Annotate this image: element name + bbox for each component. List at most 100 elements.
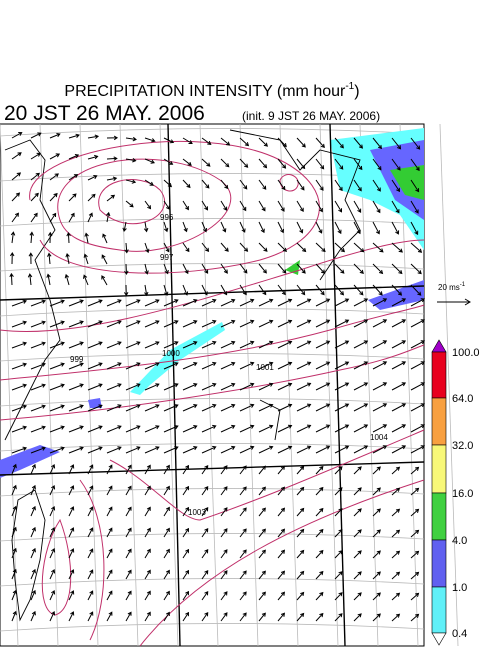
wind-arrow xyxy=(163,611,170,622)
wind-arrow xyxy=(163,299,179,307)
wind-arrow xyxy=(277,298,293,307)
wind-arrow xyxy=(315,403,331,412)
wind-arrow xyxy=(410,158,420,172)
wind-arrow xyxy=(87,193,96,202)
wind-arrow xyxy=(277,486,286,496)
wind-arrow xyxy=(11,505,17,517)
wind-arrow xyxy=(296,137,306,148)
wind-arrow xyxy=(334,158,344,170)
wind-arrow xyxy=(391,179,401,193)
wind-arrow xyxy=(391,242,403,253)
wind-arrow xyxy=(353,424,369,433)
wind-arrow xyxy=(182,506,190,517)
wind-arrow xyxy=(124,263,129,275)
parallel xyxy=(0,218,425,227)
wind-arrow xyxy=(163,362,179,370)
wind-arrow xyxy=(144,341,160,349)
wind-arrow xyxy=(315,382,331,391)
wind-arrow xyxy=(163,383,179,391)
wind-arrow xyxy=(68,193,77,202)
wind-arrow xyxy=(239,528,247,538)
coastline xyxy=(4,139,61,441)
wind-arrow xyxy=(163,221,169,233)
wind-arrow xyxy=(30,172,40,181)
wind-arrow xyxy=(68,611,75,622)
wind-arrow xyxy=(11,404,28,412)
wind-arrow xyxy=(296,319,312,328)
wind-arrow xyxy=(201,612,209,622)
wind-arrow xyxy=(220,179,229,190)
wind-arrow xyxy=(277,158,287,169)
wind-arrow xyxy=(220,158,230,168)
wind-arrow xyxy=(30,568,36,580)
wind-arrow xyxy=(239,298,255,307)
wind-arrow xyxy=(101,275,108,286)
lat-lon-grid xyxy=(0,123,459,647)
wind-arrow xyxy=(239,465,247,475)
wind-arrow xyxy=(239,486,247,496)
wind-arrow xyxy=(163,158,174,165)
isobar xyxy=(57,158,232,252)
wind-arrow xyxy=(315,340,331,349)
wind-arrow xyxy=(182,446,198,454)
wind-arrow xyxy=(372,200,381,214)
wind-arrow xyxy=(106,485,113,496)
wind-arrow xyxy=(277,200,285,212)
wind-arrow xyxy=(391,298,407,307)
wind-arrow xyxy=(106,156,118,161)
wind-arrow xyxy=(277,382,293,391)
wind-arrow xyxy=(65,252,70,265)
wind-arrow xyxy=(124,242,129,254)
wind-arrow xyxy=(277,591,286,601)
precip-area xyxy=(130,322,225,395)
wind-arrow xyxy=(182,383,198,391)
wind-arrow xyxy=(315,549,324,559)
wind-arrow xyxy=(239,284,247,296)
wind-arrow xyxy=(49,341,65,349)
wind-arrow xyxy=(315,200,323,213)
wind-arrow xyxy=(220,507,228,517)
wind-arrow xyxy=(201,298,217,307)
wind-arrow xyxy=(372,242,384,253)
wind-arrow xyxy=(410,424,426,433)
wind-arrow xyxy=(68,527,75,538)
wind-arrow xyxy=(353,613,362,622)
wind-arrow xyxy=(125,200,134,208)
wind-arrow xyxy=(11,463,17,475)
wind-arrow xyxy=(334,361,350,370)
wind-arrow xyxy=(391,382,407,391)
wind-arrow xyxy=(87,590,94,601)
wind-arrow xyxy=(353,550,362,559)
wind-arrow xyxy=(239,158,249,168)
wind-arrow xyxy=(391,284,403,296)
wind-arrow xyxy=(49,548,56,559)
wind-arrow xyxy=(296,445,312,454)
wind-arrow xyxy=(11,362,28,370)
wind-arrow xyxy=(277,137,287,148)
wind-arrow xyxy=(11,299,28,307)
wind-arrow xyxy=(163,404,179,412)
wind-arrow xyxy=(11,192,21,202)
wind-arrow xyxy=(49,383,65,391)
wind-arrow xyxy=(410,284,422,296)
title-close: ) xyxy=(354,83,359,100)
wind-arrow xyxy=(201,200,209,211)
wind-arrow xyxy=(372,221,380,235)
wind-arrow xyxy=(11,172,22,181)
wind-arrow xyxy=(87,506,94,517)
wind-arrow xyxy=(87,485,94,496)
wind-arrow xyxy=(11,446,28,454)
wind-arrow xyxy=(220,200,228,211)
wind-arrow xyxy=(239,445,255,454)
wind-arrow xyxy=(47,252,52,265)
wind-arrow xyxy=(11,589,17,601)
wind-arrow xyxy=(410,529,420,538)
wind-arrow xyxy=(258,137,268,147)
wind-arrow xyxy=(277,507,286,517)
wind-arrow xyxy=(334,592,343,601)
meridian xyxy=(319,123,339,647)
wind-arrow xyxy=(201,465,209,475)
wind-arrow xyxy=(30,505,36,517)
precip-area xyxy=(368,280,424,310)
colorbar-label: 4.0 xyxy=(452,535,467,547)
